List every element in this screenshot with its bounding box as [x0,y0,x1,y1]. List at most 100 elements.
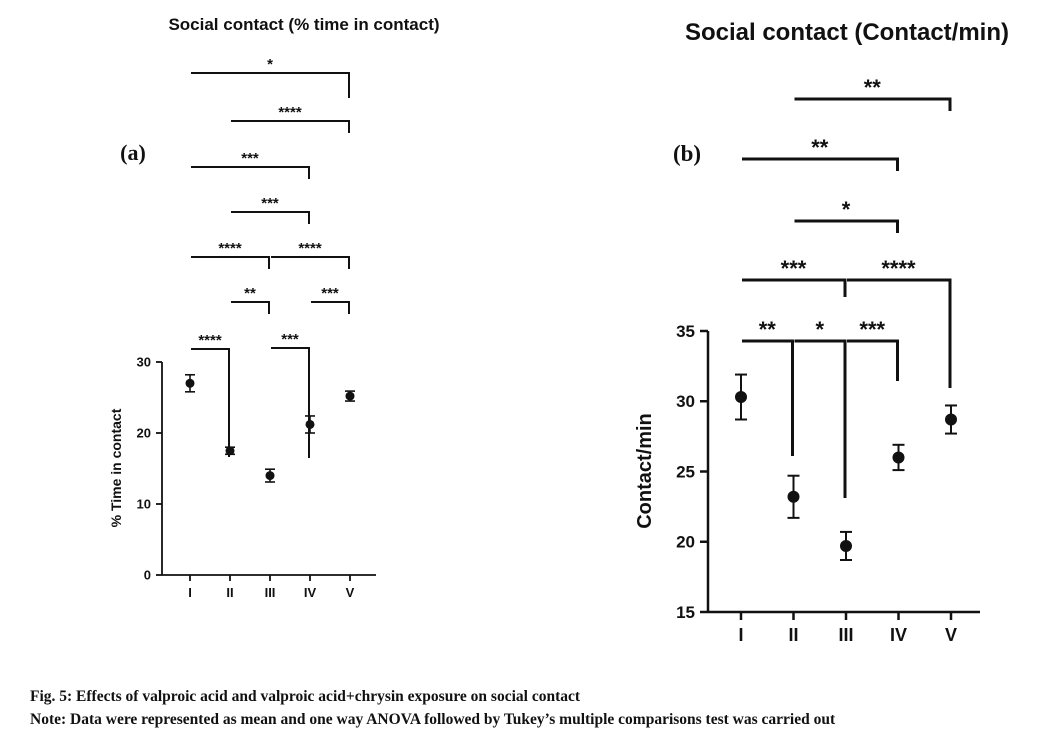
chart-a-bracket-line [191,348,230,457]
chart-a-data-point [305,419,315,429]
chart-b-x-tick-label: III [838,625,853,645]
chart-a: Social contact (% time in contact) (a) %… [108,15,440,600]
chart-b-data-point-group [735,373,747,421]
chart-a-significance-bracket: *** [271,331,310,458]
chart-b-bracket-line [742,157,899,171]
chart-a-y-tick-label: 10 [137,497,151,512]
chart-b-data-point [945,413,957,426]
chart-b-significance-label: ** [864,75,882,100]
chart-a-panel-label: (a) [120,140,146,165]
chart-b-significance-label: *** [781,256,807,281]
chart-a-bracket-line [311,301,350,314]
chart-a-bracket-line [271,347,310,458]
chart-b-significance-bracket: ** [742,135,899,171]
chart-b-x-tick-label: II [788,625,798,645]
chart-b-bracket-line [794,339,847,498]
chart-a-bracket-line [231,120,350,133]
chart-b-bracket-line [742,278,847,297]
chart-a-y-axis-label: % Time in contact [108,408,124,527]
chart-a-y-tick-label: 20 [137,426,151,441]
chart-a-x-tick-label: III [265,585,276,600]
chart-a-bracket-line [191,256,270,269]
chart-a-significance-label: *** [281,331,299,348]
chart-b-x-tick-label: V [945,625,957,645]
chart-a-data-point-group [265,468,275,483]
chart-a-significance-bracket: *** [311,285,350,314]
chart-a-data-point-group [185,373,195,393]
chart-a-significance-label: * [267,56,273,73]
chart-b-significance-label: *** [859,317,885,342]
chart-b-bracket-line [794,97,952,111]
chart-a-bracket-line [271,256,350,269]
chart-a-bracket-line [191,166,310,179]
chart-a-data-point [185,378,195,388]
chart-b-panel-label: (b) [673,141,701,166]
chart-a-x-tick-label: II [226,585,233,600]
chart-b-significance-label: ** [759,317,777,342]
chart-a-bracket-line [231,211,310,224]
chart-b-y-tick-label: 15 [676,603,695,622]
chart-a-significance-label: *** [321,285,339,302]
chart-b-x-tick-label: IV [890,625,907,645]
figure-caption: Fig. 5: Effects of valproic acid and val… [30,688,581,705]
chart-b-data-point-group [840,530,852,562]
chart-a-significance-bracket: *** [231,195,310,224]
chart-a-x-tick-label: I [188,585,192,600]
chart-b: Social contact (Contact/min) (b) Contact… [634,19,1009,645]
chart-a-x-tick-label: V [346,585,355,600]
chart-a-significance-bracket: ** [231,285,270,314]
chart-b-bracket-line [847,339,899,381]
chart-b-significance-label: * [842,197,851,222]
chart-b-bracket-line [794,219,899,233]
chart-a-significance-bracket: **** [191,240,270,269]
figure-note: Note: Data were represented as mean and … [30,711,836,728]
chart-a-significance-label: **** [218,240,242,257]
chart-a-bracket-line [231,301,270,314]
chart-b-data-point [840,539,852,552]
chart-b-significance-bracket: * [794,197,899,233]
chart-b-title: Social contact (Contact/min) [685,19,1009,46]
chart-a-data-point-group [225,446,235,456]
chart-b-bracket-line [847,278,952,388]
chart-a-title: Social contact (% time in contact) [168,15,439,34]
chart-a-data-point-group [305,415,315,434]
chart-b-significance-bracket: ** [742,317,794,456]
chart-a-x-tick-label: IV [304,585,317,600]
chart-b-bracket-line [742,339,794,456]
chart-a-significance-label: **** [278,104,302,121]
chart-b-data-point-group [787,474,800,519]
chart-b-data-point [787,490,800,503]
chart-a-data-point [265,471,275,481]
chart-b-x-tick-label: I [738,625,743,645]
chart-b-data-point [735,391,747,404]
chart-b-y-tick-label: 20 [676,533,695,552]
chart-a-significance-label: **** [298,240,322,257]
chart-a-significance-bracket: *** [191,150,310,179]
chart-a-y-tick-label: 30 [137,355,151,370]
chart-b-y-tick-label: 30 [676,392,695,411]
chart-b-y-tick-label: 25 [676,462,695,481]
chart-a-significance-bracket: **** [271,240,350,269]
chart-a-significance-label: *** [261,195,279,212]
chart-a-data-point-group [345,390,355,402]
chart-a-significance-bracket: * [191,56,350,98]
chart-b-data-point [892,451,905,464]
chart-b-data-point-group [892,443,905,472]
chart-b-significance-label: **** [881,256,916,281]
chart-a-significance-bracket: **** [191,332,230,457]
chart-b-significance-bracket: *** [847,317,899,381]
chart-a-significance-label: *** [241,150,259,167]
chart-a-significance-label: **** [198,332,222,349]
chart-b-significance-bracket: * [794,317,847,498]
chart-a-significance-bracket: **** [231,104,350,133]
chart-a-data-point [345,391,355,401]
chart-b-y-axis-label: Contact/min [634,413,656,529]
chart-b-significance-label: ** [811,135,829,160]
chart-b-significance-bracket: **** [847,256,952,388]
chart-b-y-tick-label: 35 [676,322,695,341]
chart-a-bracket-line [191,72,350,98]
chart-b-significance-bracket: ** [794,75,952,111]
chart-b-data-point-group [945,404,957,435]
chart-a-data-point [225,446,235,456]
